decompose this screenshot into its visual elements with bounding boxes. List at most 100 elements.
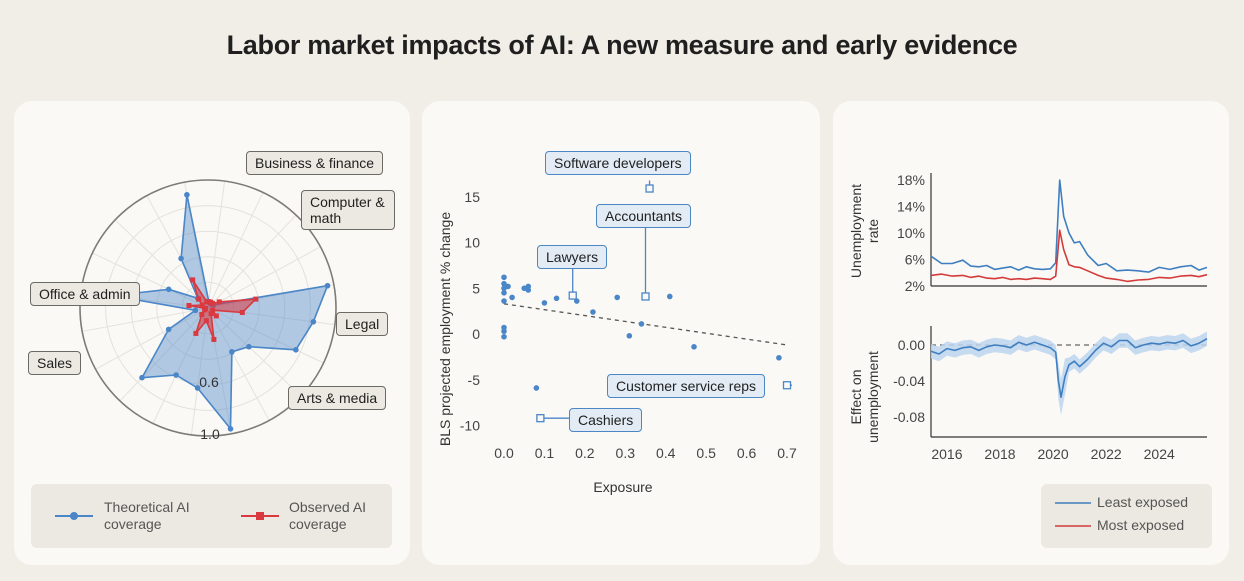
legend-label-least-exposed: Least exposed xyxy=(1097,494,1189,510)
radar-spoke xyxy=(207,192,264,309)
radar-point-observed xyxy=(196,296,202,302)
scatter-x-tick: 0.6 xyxy=(737,445,757,461)
radar-point-theoretical xyxy=(192,307,199,314)
radar-spoke xyxy=(207,214,297,309)
unemp-y-tick: 14% xyxy=(897,199,925,215)
unemp-y-tick: 6% xyxy=(905,252,925,268)
scatter-point xyxy=(626,333,633,339)
effect-confidence-band xyxy=(931,331,1207,416)
radar-point-observed xyxy=(199,312,205,318)
radar-point-theoretical xyxy=(227,426,234,432)
radar-point-theoretical xyxy=(184,191,190,198)
radar-point-observed xyxy=(213,313,219,319)
scatter-point xyxy=(501,274,507,281)
radar-point-theoretical xyxy=(178,255,184,262)
scatter-x-tick: 0.3 xyxy=(616,445,636,461)
radar-point-theoretical xyxy=(246,343,252,350)
effect-x-tick: 2018 xyxy=(984,446,1015,462)
unemployment-rate-chart: 18% 14% 10% 6% 2% xyxy=(897,172,1208,294)
radar-ring xyxy=(130,230,286,386)
scatter-point xyxy=(501,298,507,304)
scatter-point xyxy=(525,287,532,293)
radar-point-observed xyxy=(216,299,222,305)
radar-series xyxy=(110,191,331,432)
radar-spoke xyxy=(207,181,226,309)
legend-label-theoretical: Theoretical AI coverage xyxy=(104,499,190,532)
effect-x-tick: 2022 xyxy=(1091,446,1122,462)
radar-ring xyxy=(156,256,260,360)
radar-spoke xyxy=(92,252,209,309)
radar-spoke xyxy=(82,307,209,332)
radar-spoke xyxy=(207,307,302,397)
radar-point-observed xyxy=(210,307,216,313)
radar-ring-label-10: 1.0 xyxy=(200,426,220,442)
callout-software-developers: Software developers xyxy=(545,151,691,175)
callout-accountants: Accountants xyxy=(596,204,692,228)
radar-ring-label-06: 0.6 xyxy=(199,374,219,390)
radar-point-observed xyxy=(208,311,214,317)
unemp-line-most-exposed xyxy=(930,229,1208,283)
scatter-point xyxy=(541,300,548,306)
radar-spoke xyxy=(114,219,209,309)
radar-outer-ring xyxy=(79,179,337,437)
radar-point-observed xyxy=(239,309,245,315)
radar-point-observed xyxy=(253,296,259,302)
radar-point-theoretical xyxy=(310,318,317,325)
scatter-y-tick: 15 xyxy=(464,189,480,205)
radar-legend-swatches xyxy=(55,512,279,520)
callout-cashiers: Cashiers xyxy=(569,408,643,432)
effect-chart: 0.00 -0.04 -0.08 2016 2018 2020 2022 2024 xyxy=(893,326,1208,462)
radar-point-observed xyxy=(211,336,217,342)
radar-point-theoretical xyxy=(173,372,179,378)
radar-category-office-admin: Office & admin xyxy=(30,282,140,306)
scatter-point xyxy=(501,280,507,287)
radar-point-observed xyxy=(202,305,208,311)
radar-category-business-finance: Business & finance xyxy=(246,151,384,175)
radar-category-legal: Legal xyxy=(336,312,389,336)
scatter-point xyxy=(614,294,620,301)
scatter-x-label: Exposure xyxy=(593,479,652,495)
effect-x-tick: 2024 xyxy=(1144,446,1175,462)
radar-spoke xyxy=(190,307,209,435)
scatter-x-tick: 0.5 xyxy=(696,445,716,461)
effect-y-label-line2: unemployment xyxy=(865,351,881,443)
unemp-line-least-exposed xyxy=(930,179,1208,273)
scatter-trend-line xyxy=(503,303,788,346)
scatter-point xyxy=(553,295,560,302)
callout-marker xyxy=(645,184,654,193)
radar-point-theoretical xyxy=(165,286,172,293)
callout-marker xyxy=(782,381,792,390)
effect-y-tick: -0.04 xyxy=(893,373,925,389)
radar-panel: 0.6 1.0 Business & finance Computer & ma… xyxy=(14,101,410,565)
scatter-point xyxy=(666,293,673,300)
page-title: Labor market impacts of AI: A new measur… xyxy=(226,30,1018,60)
effect-y-tick: -0.08 xyxy=(893,409,925,425)
scatter-y-label: BLS projected employment % change xyxy=(437,212,453,446)
callout-marker xyxy=(536,414,545,423)
radar-point-observed xyxy=(190,277,196,283)
radar-point-theoretical xyxy=(139,374,145,381)
radar-point-observed xyxy=(193,330,199,336)
radar-point-theoretical xyxy=(324,282,331,289)
scatter-y-tick: 0 xyxy=(472,326,480,342)
radar-point-observed xyxy=(204,299,210,305)
radar-point-observed xyxy=(203,318,209,324)
scatter-x-tick: 0.4 xyxy=(656,445,676,461)
radar-point-theoretical xyxy=(229,349,235,355)
timeseries-legend-swatches xyxy=(1055,502,1091,527)
radar-category-sales: Sales xyxy=(28,351,82,375)
effect-y-label-line1: Effect on xyxy=(848,369,864,424)
radar-point-observed xyxy=(199,302,205,308)
effect-x-tick: 2016 xyxy=(931,446,962,462)
scatter-callouts xyxy=(536,180,792,423)
unemp-y-tick: 18% xyxy=(897,172,925,188)
scatter-point xyxy=(590,309,596,315)
radar-legend: Theoretical AI coverage Observed AI cove… xyxy=(31,484,392,548)
callout-customer-service-reps: Customer service reps xyxy=(607,374,766,398)
legend-marker-theoretical xyxy=(70,512,78,520)
scatter-x-tick: 0.7 xyxy=(777,445,797,461)
scatter-point xyxy=(776,354,782,361)
scatter-point xyxy=(638,321,645,327)
legend-label-observed: Observed AI coverage xyxy=(289,499,367,532)
radar-point-theoretical xyxy=(194,385,201,391)
